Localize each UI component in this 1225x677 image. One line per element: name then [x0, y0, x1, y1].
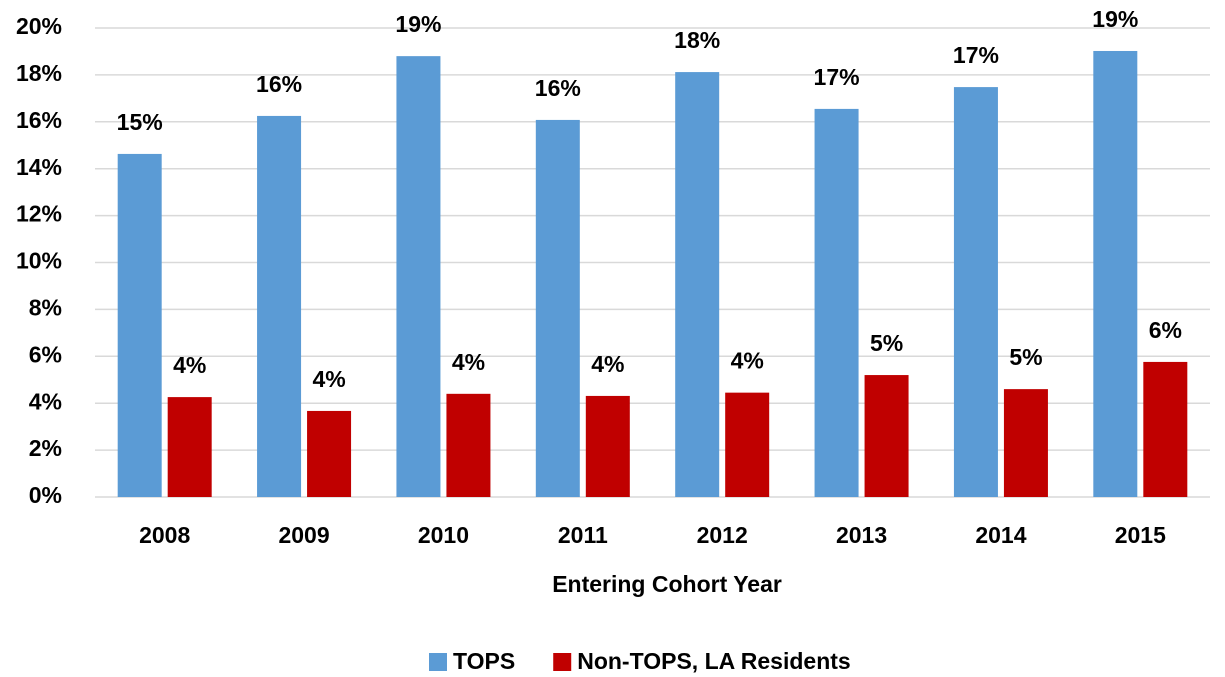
data-label: 4%: [731, 348, 764, 374]
bar: [675, 72, 720, 497]
data-label: 16%: [256, 71, 302, 97]
y-tick-label: 20%: [16, 13, 62, 39]
bar: [307, 410, 352, 497]
data-label: 5%: [1009, 344, 1042, 370]
data-label: 4%: [452, 349, 485, 375]
bar: [953, 87, 998, 498]
data-label: 19%: [1092, 6, 1138, 32]
bar: [167, 397, 212, 497]
bar: [446, 393, 491, 497]
x-tick-label: 2013: [836, 522, 887, 548]
data-label: 19%: [395, 11, 441, 37]
y-tick-label: 10%: [16, 248, 62, 274]
data-label: 4%: [173, 352, 206, 378]
bar: [1093, 50, 1138, 498]
x-tick-label: 2009: [278, 522, 329, 548]
y-tick-label: 16%: [16, 107, 62, 133]
x-tick-label: 2014: [975, 522, 1026, 548]
data-label: 16%: [535, 75, 581, 101]
data-label: 6%: [1149, 317, 1182, 343]
legend-label: Non-TOPS, LA Residents: [577, 648, 850, 674]
y-tick-label: 6%: [29, 341, 62, 367]
bar: [725, 392, 770, 497]
data-label: 18%: [674, 27, 720, 53]
bar: [1003, 389, 1048, 497]
data-label: 4%: [312, 366, 345, 392]
y-tick-label: 18%: [16, 60, 62, 86]
data-label: 15%: [117, 109, 163, 135]
x-tick-label: 2015: [1115, 522, 1166, 548]
bar: [1143, 361, 1188, 497]
y-tick-label: 8%: [29, 294, 62, 320]
data-label: 17%: [953, 42, 999, 68]
data-label: 17%: [814, 64, 860, 90]
x-tick-label: 2008: [139, 522, 190, 548]
bar: [117, 153, 162, 497]
bar: [585, 395, 630, 497]
x-tick-label: 2012: [697, 522, 748, 548]
data-label: 4%: [591, 351, 624, 377]
bar: [814, 108, 859, 497]
x-axis-title: Entering Cohort Year: [552, 571, 782, 597]
legend-swatch: [429, 653, 447, 671]
y-tick-label: 12%: [16, 201, 62, 227]
legend-swatch: [553, 653, 572, 671]
y-tick-label: 2%: [29, 435, 62, 461]
bar: [257, 115, 302, 497]
x-tick-label: 2010: [418, 522, 469, 548]
x-tick-label: 2011: [558, 522, 608, 548]
y-tick-label: 14%: [16, 154, 62, 180]
bar: [396, 56, 441, 497]
data-label: 5%: [870, 330, 903, 356]
bar: [864, 375, 909, 497]
bar: [535, 119, 580, 497]
y-tick-label: 0%: [29, 482, 62, 508]
y-tick-label: 4%: [29, 388, 62, 414]
legend-label: TOPS: [453, 648, 515, 674]
